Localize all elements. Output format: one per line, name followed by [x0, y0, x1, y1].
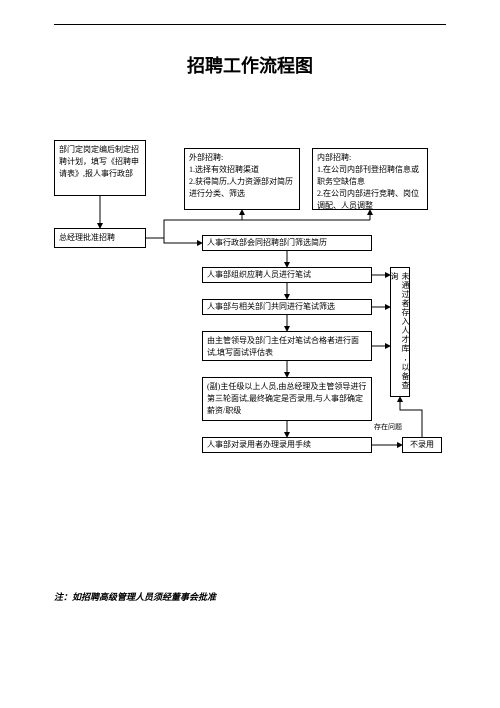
footer-note: 注：如招聘高级管理人员须经董事会批准 — [54, 590, 216, 603]
node-reject: 不录用 — [402, 437, 442, 453]
flowchart-container: 存在问题 部门定岗定编后制定招聘计划，填写《招聘申请表》,报人事行政部 总经理批… — [54, 140, 446, 570]
node-onboard: 人事部对录用者办理录用手续 — [202, 437, 372, 453]
node-external: 外部招聘: 1.选择有效招聘渠道 2.获得简历,人力资源部对简历进行分类、筛选 — [184, 148, 300, 210]
node-internal: 内部招聘: 1.在公司内部刊登招聘信息或职务空缺信息 2.在公司内部进行竞聘、岗… — [312, 148, 428, 210]
page-title: 招聘工作流程图 — [0, 52, 500, 78]
page-border — [54, 24, 446, 25]
node-written: 人事部组织应聘人员进行笔试 — [202, 267, 372, 283]
node-talent-pool: 未通过者存入人才库,以备查询 — [390, 267, 410, 397]
node-dept-plan: 部门定岗定编后制定招聘计划，填写《招聘申请表》,报人事行政部 — [54, 140, 146, 196]
node-gm-approve: 总经理批准招聘 — [54, 228, 146, 248]
node-third-round: (副)主任级以上人员,由总经理及主管领导进行第三轮面试,最终确定是否录用,与人事… — [202, 377, 372, 421]
node-joint-screen: 人事部与相关部门共同进行笔试筛选 — [202, 299, 372, 315]
label-has-problem: 存在问题 — [374, 422, 402, 432]
node-hr-screen: 人事行政部会同招聘部门筛选简历 — [202, 235, 372, 251]
node-interview: 由主管领导及部门主任对笔试合格者进行面试,填写面试评估表 — [202, 331, 372, 361]
